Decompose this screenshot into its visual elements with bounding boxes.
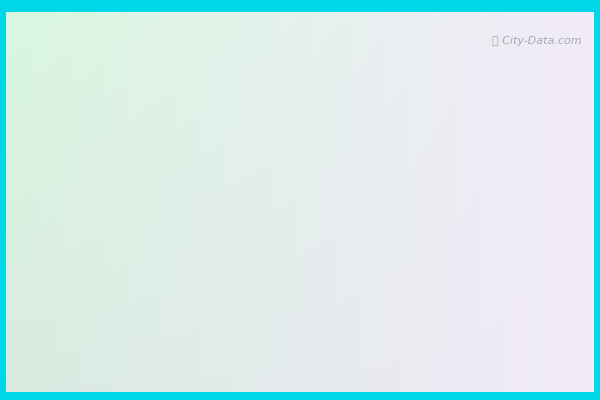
Wedge shape [300, 208, 395, 317]
Wedge shape [300, 67, 333, 208]
Text: Robberies (1.0%): Robberies (1.0%) [179, 336, 280, 362]
Text: Arson (1.0%): Arson (1.0%) [205, 83, 282, 104]
Wedge shape [300, 115, 441, 312]
Text: Auto thefts (24.7%): Auto thefts (24.7%) [38, 188, 170, 200]
Wedge shape [300, 108, 406, 208]
Text: ⓘ City-Data.com: ⓘ City-Data.com [492, 36, 581, 46]
Wedge shape [300, 71, 347, 208]
Text: Burglaries (7.1%): Burglaries (7.1%) [223, 62, 326, 82]
Text: Assaults (3.8%): Assaults (3.8%) [332, 21, 424, 62]
Text: Rapes (1.6%): Rapes (1.6%) [289, 42, 368, 68]
Text: Thefts (60.9%): Thefts (60.9%) [404, 237, 491, 257]
Wedge shape [300, 75, 400, 208]
Wedge shape [159, 67, 389, 349]
